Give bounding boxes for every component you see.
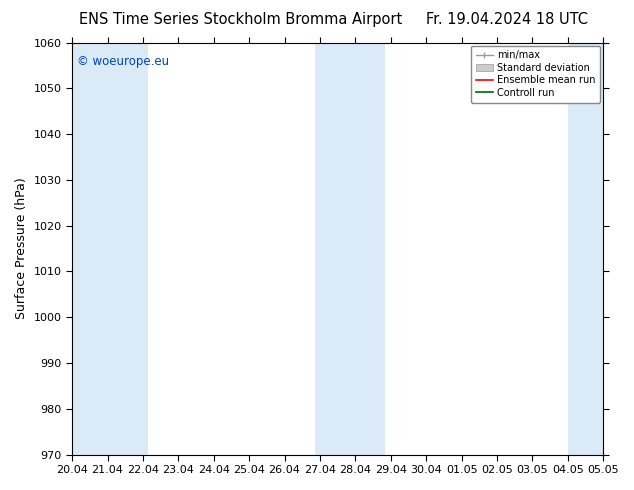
Legend: min/max, Standard deviation, Ensemble mean run, Controll run: min/max, Standard deviation, Ensemble me… <box>470 46 600 102</box>
Bar <box>314 43 385 455</box>
Text: © woeurope.eu: © woeurope.eu <box>77 55 169 68</box>
Text: ENS Time Series Stockholm Bromma Airport: ENS Time Series Stockholm Bromma Airport <box>79 12 403 27</box>
Text: Fr. 19.04.2024 18 UTC: Fr. 19.04.2024 18 UTC <box>426 12 588 27</box>
Bar <box>568 43 621 455</box>
Bar <box>67 43 148 455</box>
Y-axis label: Surface Pressure (hPa): Surface Pressure (hPa) <box>15 178 28 319</box>
